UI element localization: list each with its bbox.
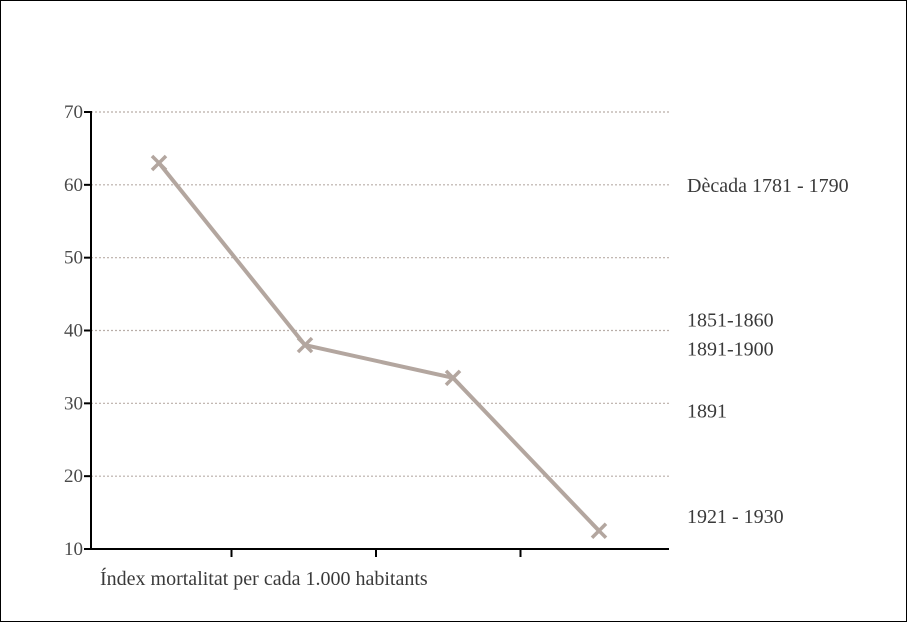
data-line	[157, 161, 601, 533]
series-markers	[150, 154, 608, 540]
annotation-label: 1851-1860	[687, 310, 774, 332]
gridlines	[91, 111, 669, 477]
annotation-label: Dècada 1781 - 1790	[687, 175, 849, 197]
y-ticks: 70 60 50 40 30 20 10	[64, 102, 91, 560]
y-tick-label: 70	[64, 102, 83, 123]
data-point-marker	[150, 154, 168, 172]
y-tick-label: 60	[64, 175, 83, 196]
y-tick-label: 30	[64, 393, 83, 414]
y-tick-label: 20	[64, 466, 83, 487]
annotation-label: 1921 - 1930	[687, 506, 784, 528]
x-ticks	[230, 549, 522, 557]
series-line	[157, 161, 601, 533]
y-tick-label: 50	[64, 248, 83, 269]
x-axis-label: Índex mortalitat per cada 1.000 habitant…	[100, 567, 428, 590]
annotation-label: 1891-1900	[687, 339, 774, 361]
data-point-marker	[590, 522, 608, 540]
annotation-label: 1891	[687, 401, 727, 423]
y-tick-label: 10	[64, 539, 83, 560]
annotations: Dècada 1781 - 1790 1851-1860 1891-1900 1891…	[687, 175, 849, 528]
y-tick-label: 40	[64, 321, 83, 342]
data-point-marker	[444, 369, 462, 387]
data-point-marker	[296, 336, 314, 354]
